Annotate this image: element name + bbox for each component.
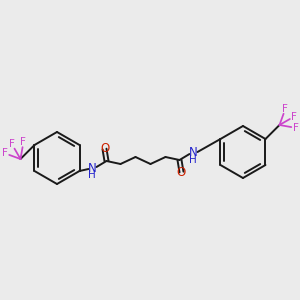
Text: O: O: [177, 166, 186, 178]
Text: F: F: [9, 139, 15, 149]
Text: H: H: [88, 170, 95, 180]
Text: H: H: [189, 155, 196, 165]
Text: N: N: [189, 146, 198, 160]
Text: F: F: [20, 137, 26, 147]
Text: N: N: [88, 161, 97, 175]
Text: F: F: [293, 123, 299, 133]
Text: F: F: [282, 104, 288, 114]
Text: F: F: [2, 148, 8, 158]
Text: F: F: [291, 112, 297, 122]
Text: O: O: [100, 142, 109, 155]
